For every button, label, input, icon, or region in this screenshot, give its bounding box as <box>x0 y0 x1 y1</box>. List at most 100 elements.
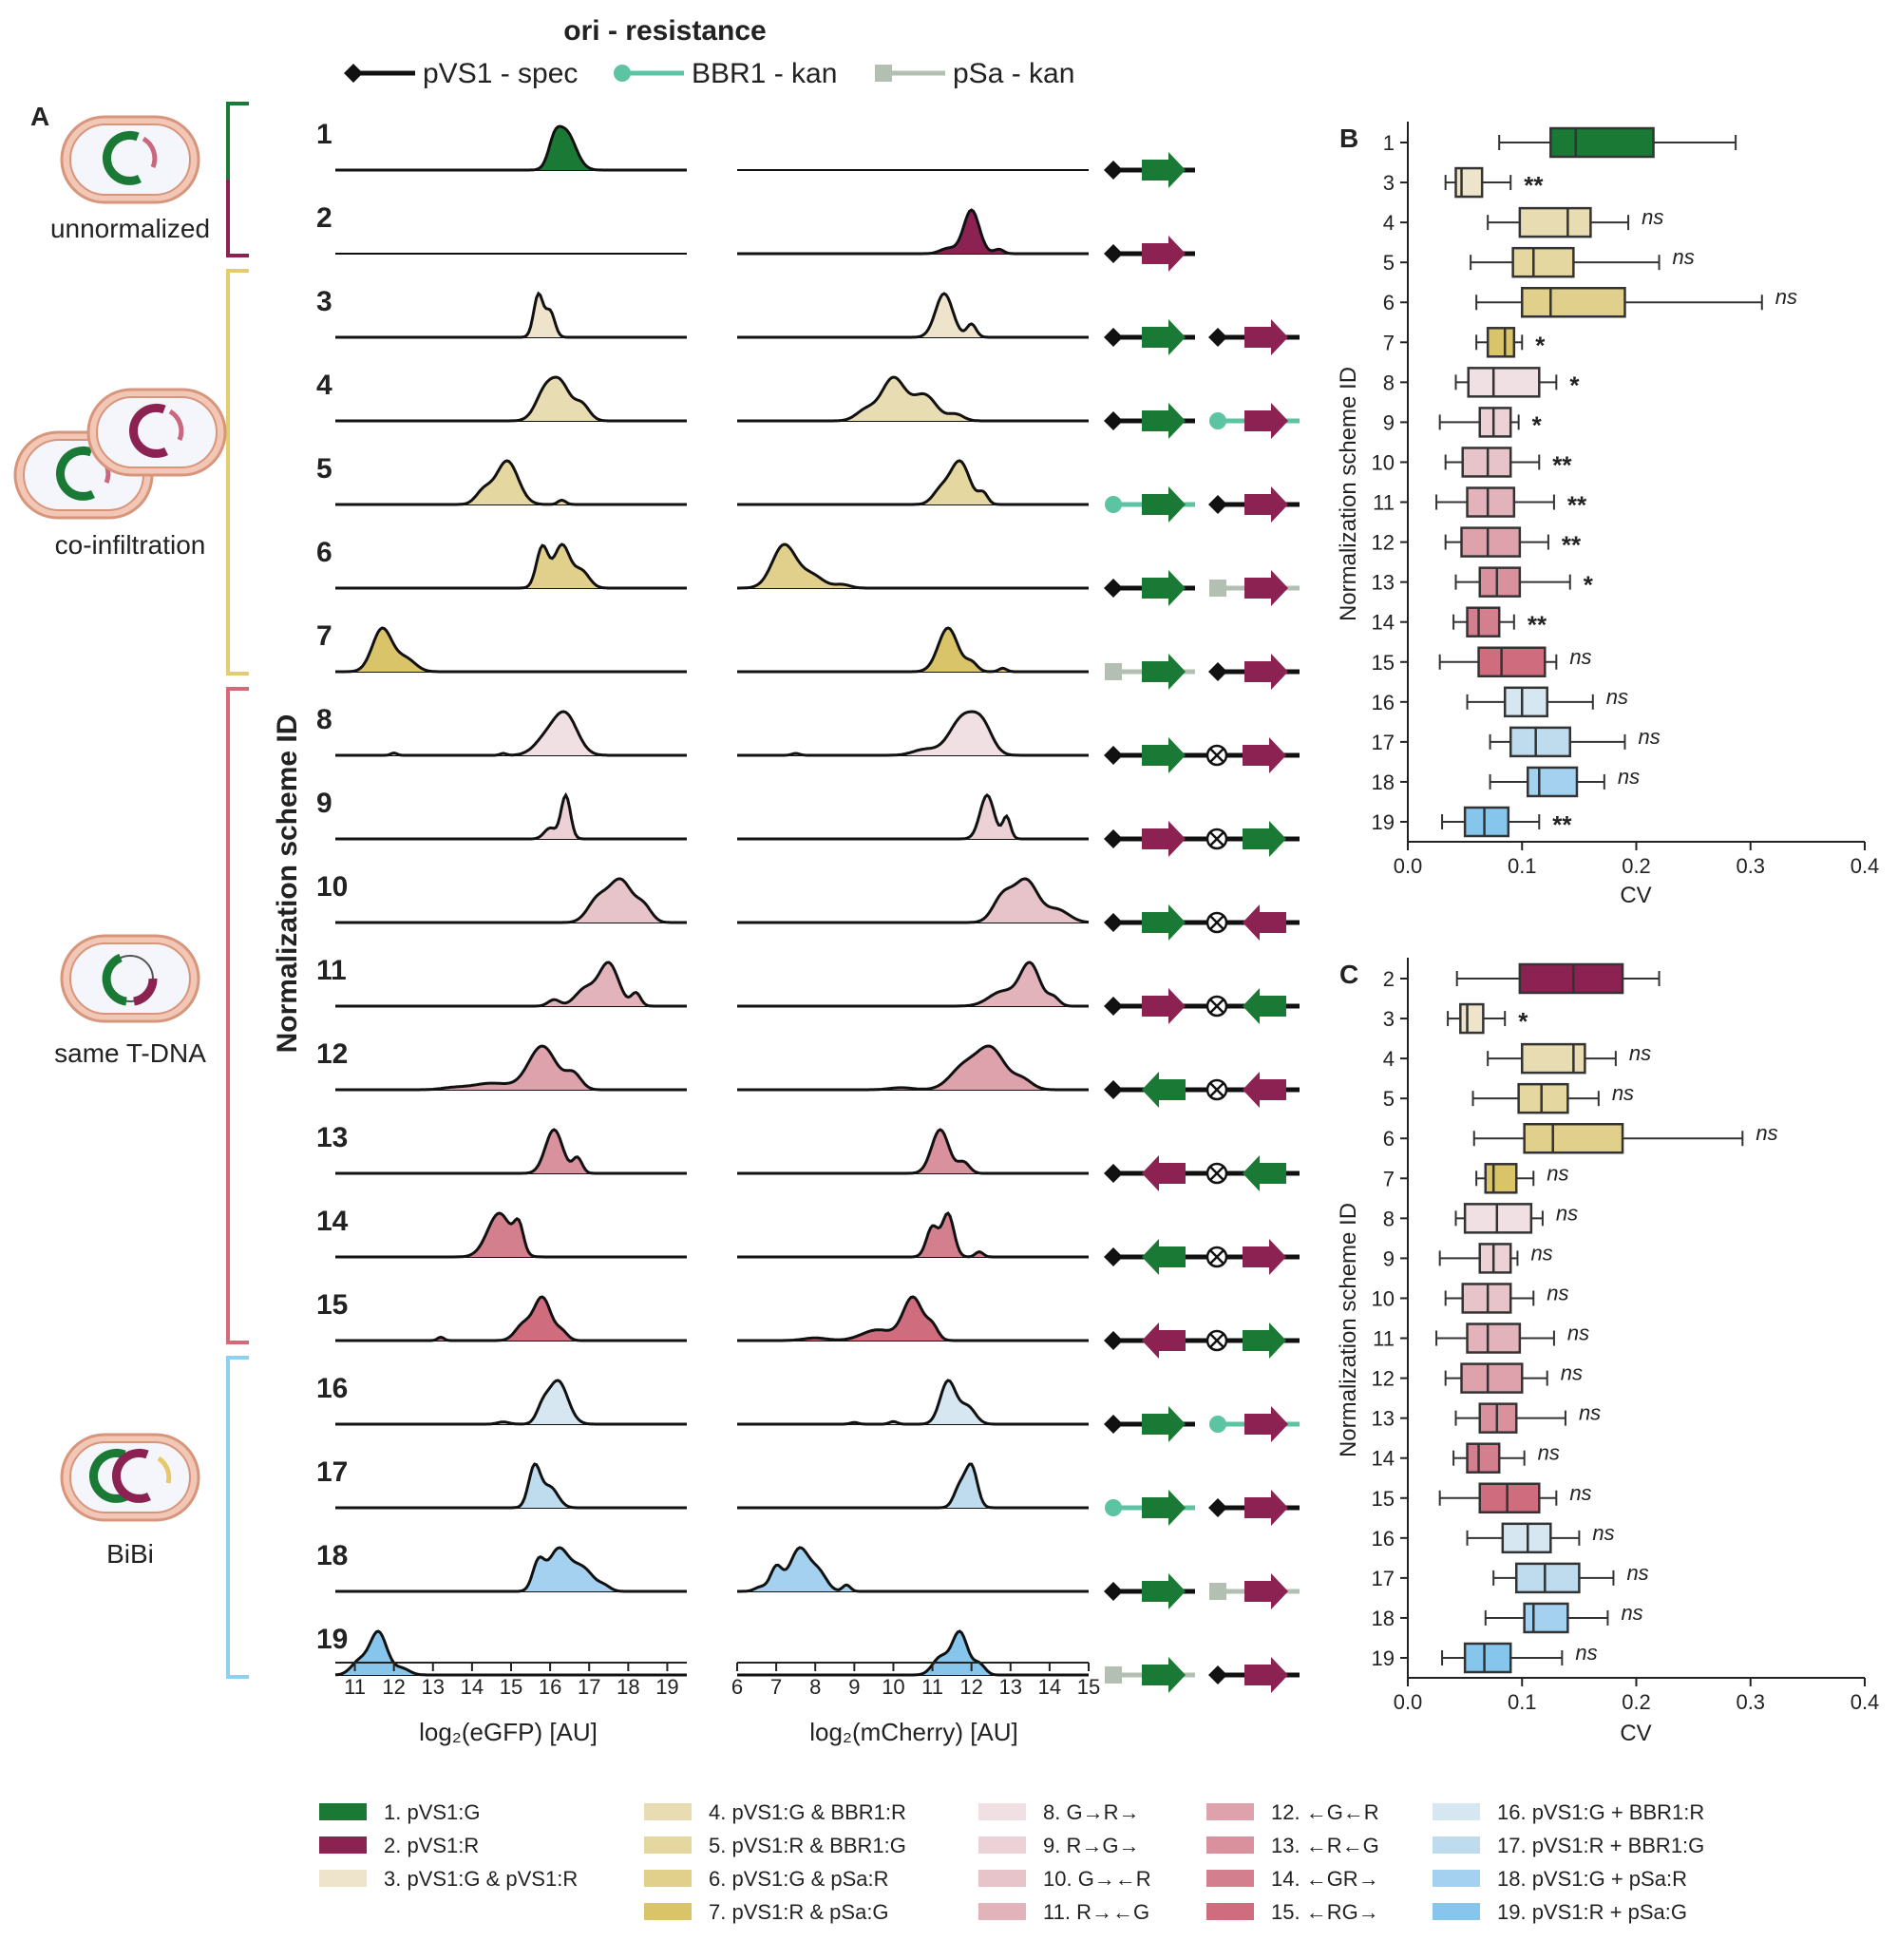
legend-entry-label: 19. pVS1:R + pSa:G <box>1497 1900 1687 1924</box>
panel-b-box-5: ns 5 <box>1383 245 1695 278</box>
significance-label: ns <box>1530 1241 1552 1265</box>
egfp-tick-label: 17 <box>578 1675 600 1699</box>
egfp-arrow-icon <box>1142 1406 1186 1442</box>
y-tick-label: 11 <box>1373 1327 1395 1351</box>
scheme-id-label: 7 <box>316 620 332 652</box>
legend-entry-label: 3. pVS1:G & pVS1:R <box>384 1867 578 1891</box>
plasmid-segment-icon <box>168 409 184 441</box>
pvs1-ori-icon <box>1208 495 1227 514</box>
significance-label: ** <box>1524 171 1544 200</box>
legend-entry-label: 4. pVS1:G & BBR1:R <box>709 1800 906 1824</box>
legend-swatch <box>978 1836 1026 1854</box>
mcherry-ridge-2 <box>737 208 1089 256</box>
panel-c-box-19: ns 19 <box>1372 1641 1598 1674</box>
plasmid-segment-icon <box>157 1456 172 1484</box>
mcherry-arrow-icon <box>1142 1155 1186 1191</box>
construct-diagram-7 <box>1105 654 1300 690</box>
box-iqr <box>1466 606 1501 637</box>
significance-label: ns <box>1538 1441 1560 1465</box>
y-tick-label: 12 <box>1372 531 1395 555</box>
mcherry-ridge-fill-16 <box>737 1380 1089 1424</box>
box-iqr <box>1509 726 1572 758</box>
legend-item-square: pSa - kan <box>875 58 1074 89</box>
scheme-id-label: 6 <box>316 537 332 568</box>
panel-c-boxplot: 2*3ns4ns5ns6ns7ns8ns9ns10ns11ns12ns13ns1… <box>1372 958 1879 1714</box>
legend-entry-label: 15. ←RG→ <box>1271 1900 1379 1924</box>
mcherry-ridge-6 <box>737 542 1089 590</box>
box-iqr <box>1527 766 1579 798</box>
plasmid-magenta-icon <box>132 978 158 1006</box>
mcherry-ridge-4 <box>737 375 1089 423</box>
box-iqr <box>1467 367 1541 398</box>
bbr1-ori-icon <box>1209 1416 1226 1433</box>
mcherry-arrow-icon <box>1243 737 1286 773</box>
mcherry-ridge-18 <box>737 1546 1089 1593</box>
y-tick-label: 16 <box>1372 1527 1395 1551</box>
box-iqr <box>1484 1163 1518 1194</box>
panel-c-x-tick-label: 0.2 <box>1622 1690 1651 1714</box>
panel-c-x-axis-label: CV <box>1620 1721 1651 1746</box>
legend-diamond-marker <box>344 64 363 83</box>
mcherry-ridge-5 <box>737 459 1089 506</box>
box-iqr <box>1478 1482 1541 1514</box>
legend-swatch <box>978 1803 1026 1820</box>
egfp-arrow-icon <box>1142 319 1186 355</box>
mcherry-ridge-fill-3 <box>737 294 1089 337</box>
box-iqr <box>1466 486 1516 518</box>
y-tick-label: 5 <box>1383 251 1395 275</box>
legend-swatch <box>644 1803 692 1820</box>
egfp-ridge-fill-14 <box>335 1213 687 1257</box>
group-co-infiltration: co-infiltration <box>13 269 249 676</box>
construct-diagram-18 <box>1104 1573 1300 1609</box>
box-iqr <box>1478 407 1512 438</box>
legend-item-diamond: pVS1 - spec <box>344 58 578 89</box>
mcherry-arrow-icon <box>1244 486 1288 523</box>
construct-diagram-2 <box>1104 236 1195 272</box>
egfp-tick-label: 18 <box>617 1675 639 1699</box>
scheme-id-label: 18 <box>316 1540 348 1571</box>
cell-interior-icon <box>69 942 191 1015</box>
mcherry-ridge-fill-8 <box>737 712 1089 755</box>
significance-label: ns <box>1547 1161 1568 1185</box>
legend-swatch <box>978 1870 1026 1887</box>
egfp-ridge-fill-9 <box>335 795 687 839</box>
scheme-id-label: 3 <box>316 286 332 317</box>
legend-entry-label: 6. pVS1:G & pSa:R <box>709 1867 889 1891</box>
egfp-ridge-fill-16 <box>335 1380 687 1424</box>
egfp-arrow-icon <box>1142 737 1186 773</box>
mcherry-arrow-icon <box>1244 1573 1288 1609</box>
box-iqr <box>1460 526 1522 558</box>
legend-swatch <box>319 1870 367 1887</box>
egfp-ridge-3 <box>335 291 687 339</box>
panel-b-box-8: *8 <box>1383 367 1580 399</box>
pvs1-ori-icon <box>1104 1331 1123 1350</box>
panel-c-y-axis-label: Normalization scheme ID <box>1336 1203 1361 1457</box>
egfp-ridge-8 <box>335 710 687 757</box>
y-tick-label: 3 <box>1383 1007 1395 1031</box>
pvs1-ori-icon <box>1104 829 1123 848</box>
psa-ori-icon <box>1105 1666 1122 1684</box>
panel-c-box-16: ns 16 <box>1372 1521 1615 1554</box>
pvs1-ori-icon <box>1104 1080 1123 1099</box>
egfp-ridge-18 <box>335 1546 687 1593</box>
mcherry-ridge-fill-18 <box>737 1548 1089 1591</box>
legend-swatch <box>644 1870 692 1887</box>
box-iqr <box>1460 1362 1524 1394</box>
mcherry-ridge-fill-2 <box>737 210 1089 254</box>
egfp-tick-label: 14 <box>461 1675 484 1699</box>
construct-diagram-19 <box>1105 1657 1300 1693</box>
y-tick-label: 8 <box>1383 371 1395 394</box>
pvs1-ori-icon <box>1104 161 1123 180</box>
insulator-cross <box>1209 1166 1224 1181</box>
mcherry-arrow-icon <box>1243 904 1286 941</box>
significance-label: ns <box>1621 1601 1642 1625</box>
y-tick-label: 8 <box>1383 1207 1395 1230</box>
insulator-cross <box>1209 831 1224 847</box>
panel-b-x-axis-label: CV <box>1620 883 1651 908</box>
mcherry-ridge-9 <box>737 793 1089 841</box>
legend-swatch <box>1206 1870 1254 1887</box>
y-tick-label: 6 <box>1383 291 1395 314</box>
significance-label: ns <box>1618 765 1640 789</box>
significance-label: ns <box>1569 1481 1591 1505</box>
